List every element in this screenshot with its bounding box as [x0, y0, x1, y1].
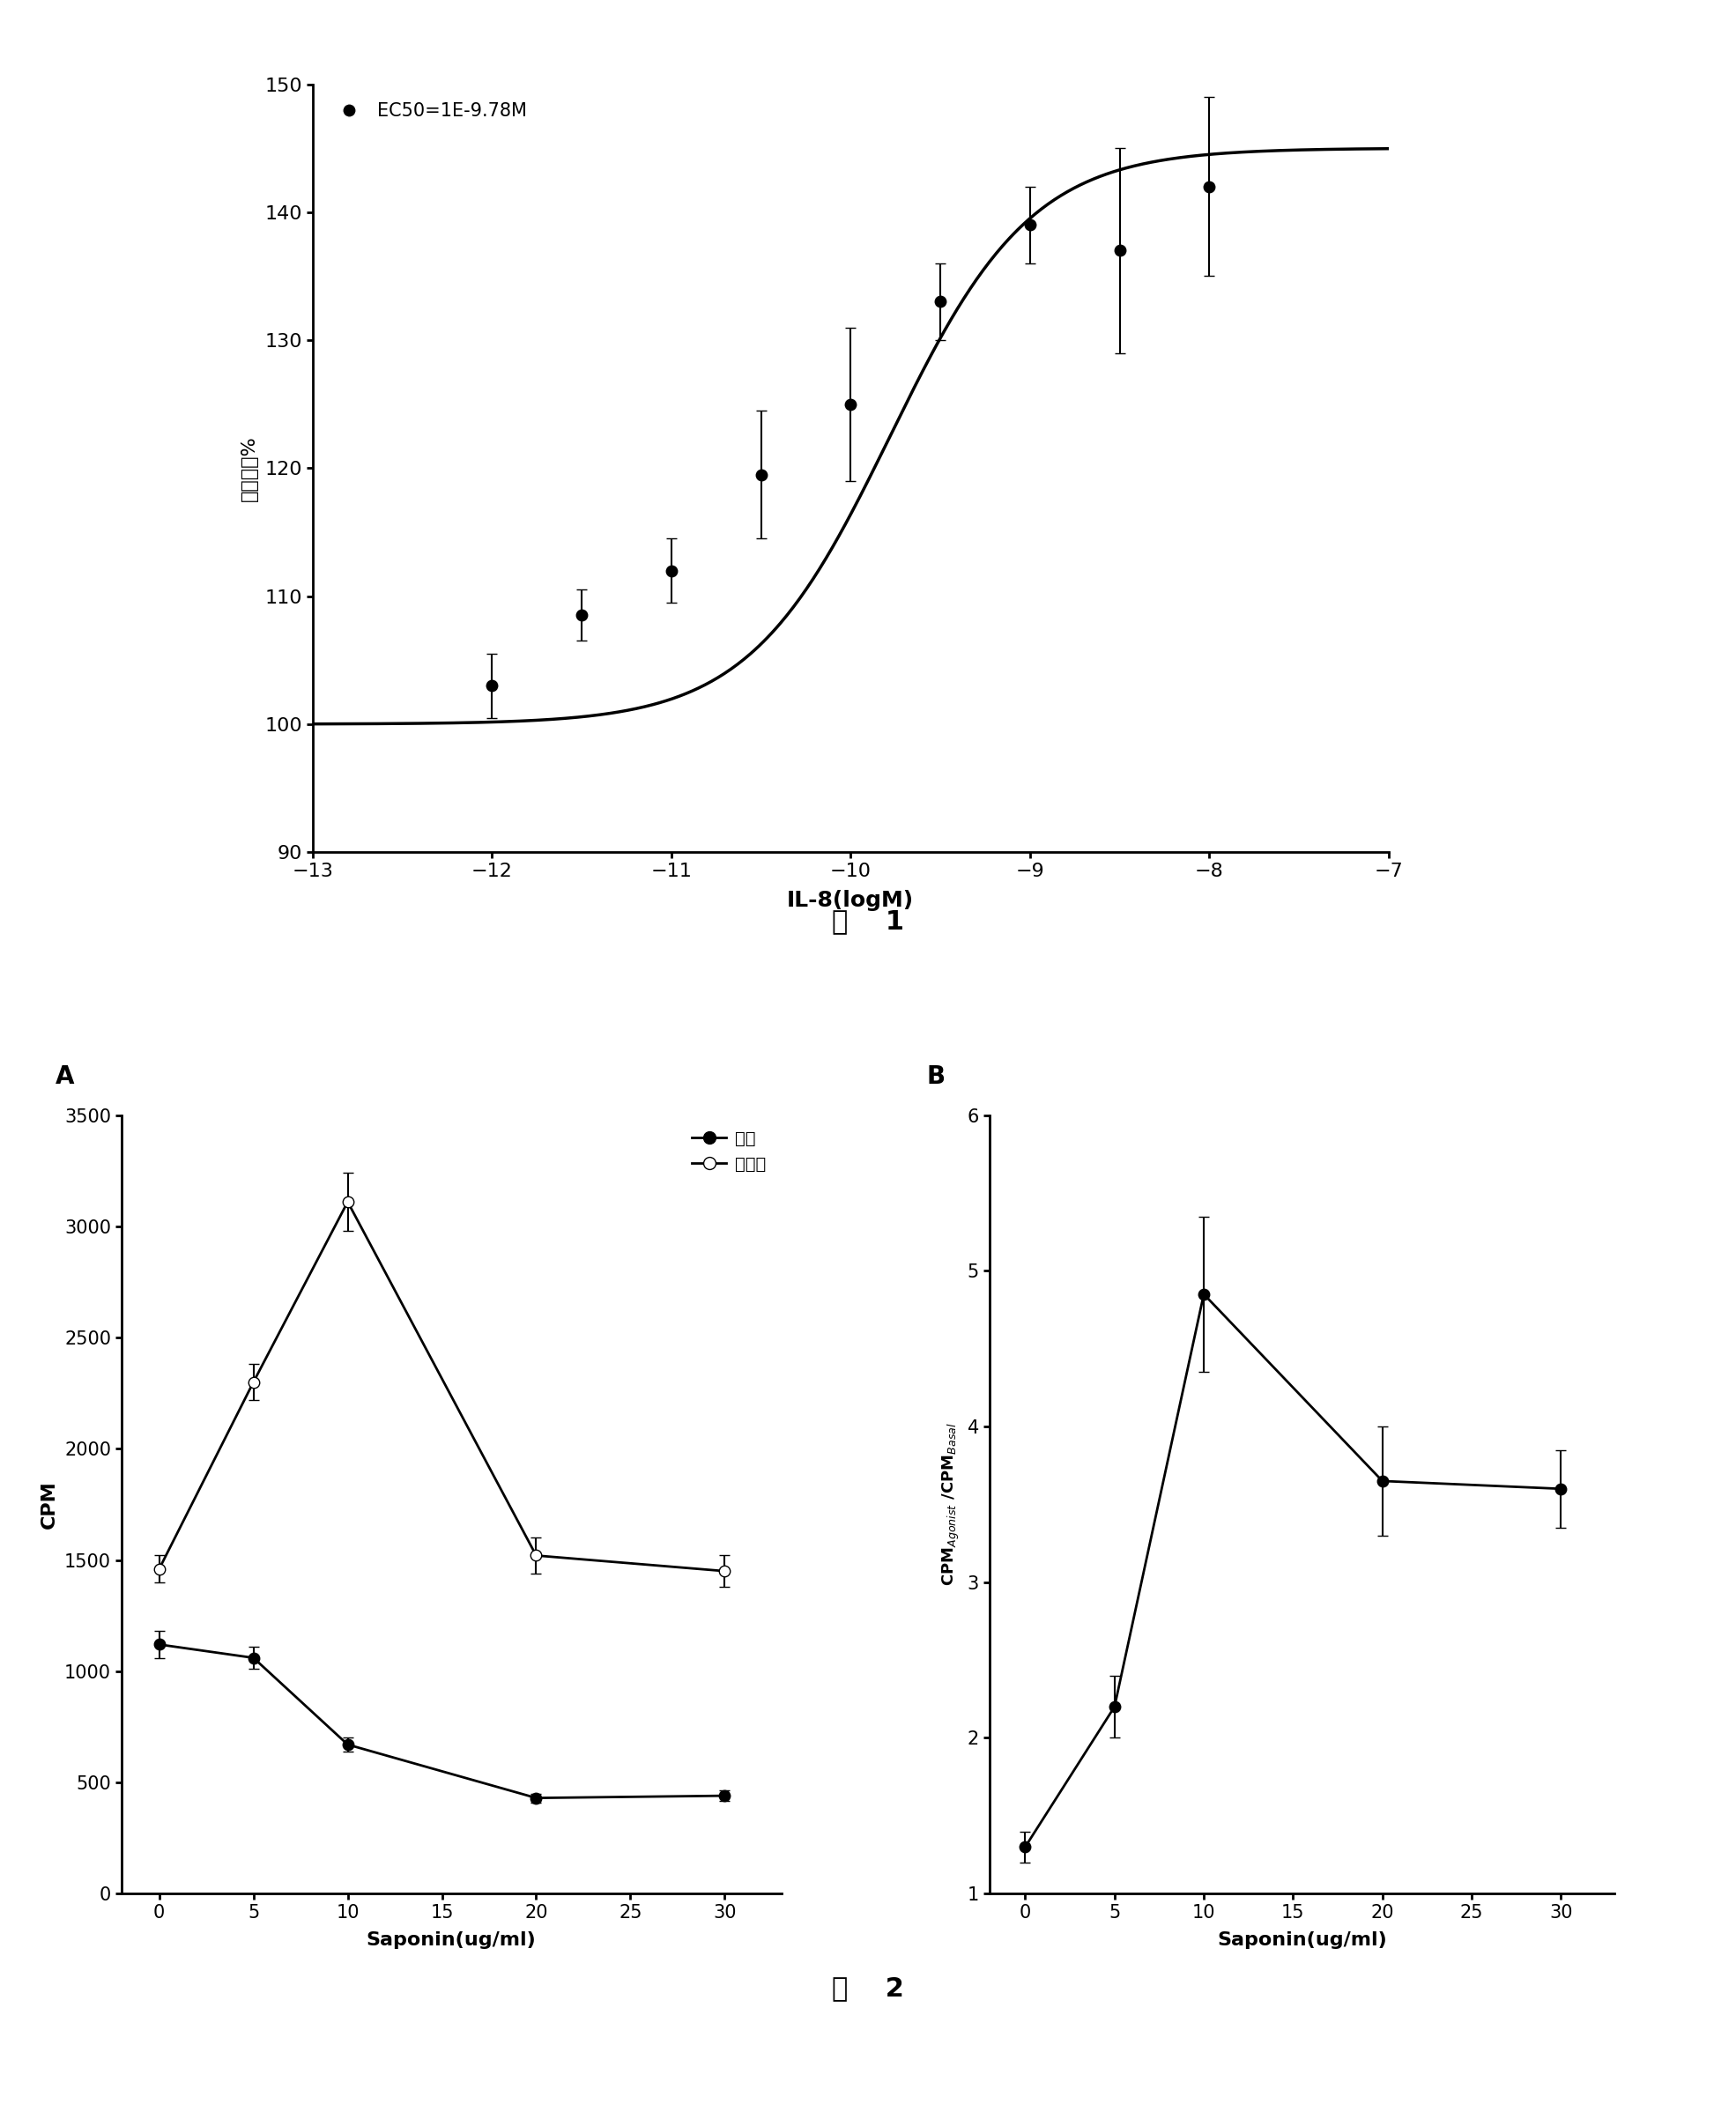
- Y-axis label: 信号窗口%: 信号窗口%: [241, 436, 259, 501]
- Legend: EC50=1E-9.78M: EC50=1E-9.78M: [321, 93, 536, 128]
- Y-axis label: CPM$_{Agonist}$ /CPM$_{Basal}$: CPM$_{Agonist}$ /CPM$_{Basal}$: [941, 1422, 962, 1586]
- Text: B: B: [927, 1065, 946, 1090]
- X-axis label: IL-8(logM): IL-8(logM): [786, 890, 915, 911]
- X-axis label: Saponin(ug/ml): Saponin(ug/ml): [1217, 1931, 1387, 1948]
- Legend: 本底, 激动剂: 本底, 激动剂: [686, 1124, 773, 1180]
- X-axis label: Saponin(ug/ml): Saponin(ug/ml): [366, 1931, 536, 1948]
- Text: 图    2: 图 2: [832, 1976, 904, 2001]
- Text: A: A: [56, 1065, 75, 1090]
- Y-axis label: CPM: CPM: [40, 1481, 59, 1528]
- Text: 图    1: 图 1: [832, 909, 904, 934]
